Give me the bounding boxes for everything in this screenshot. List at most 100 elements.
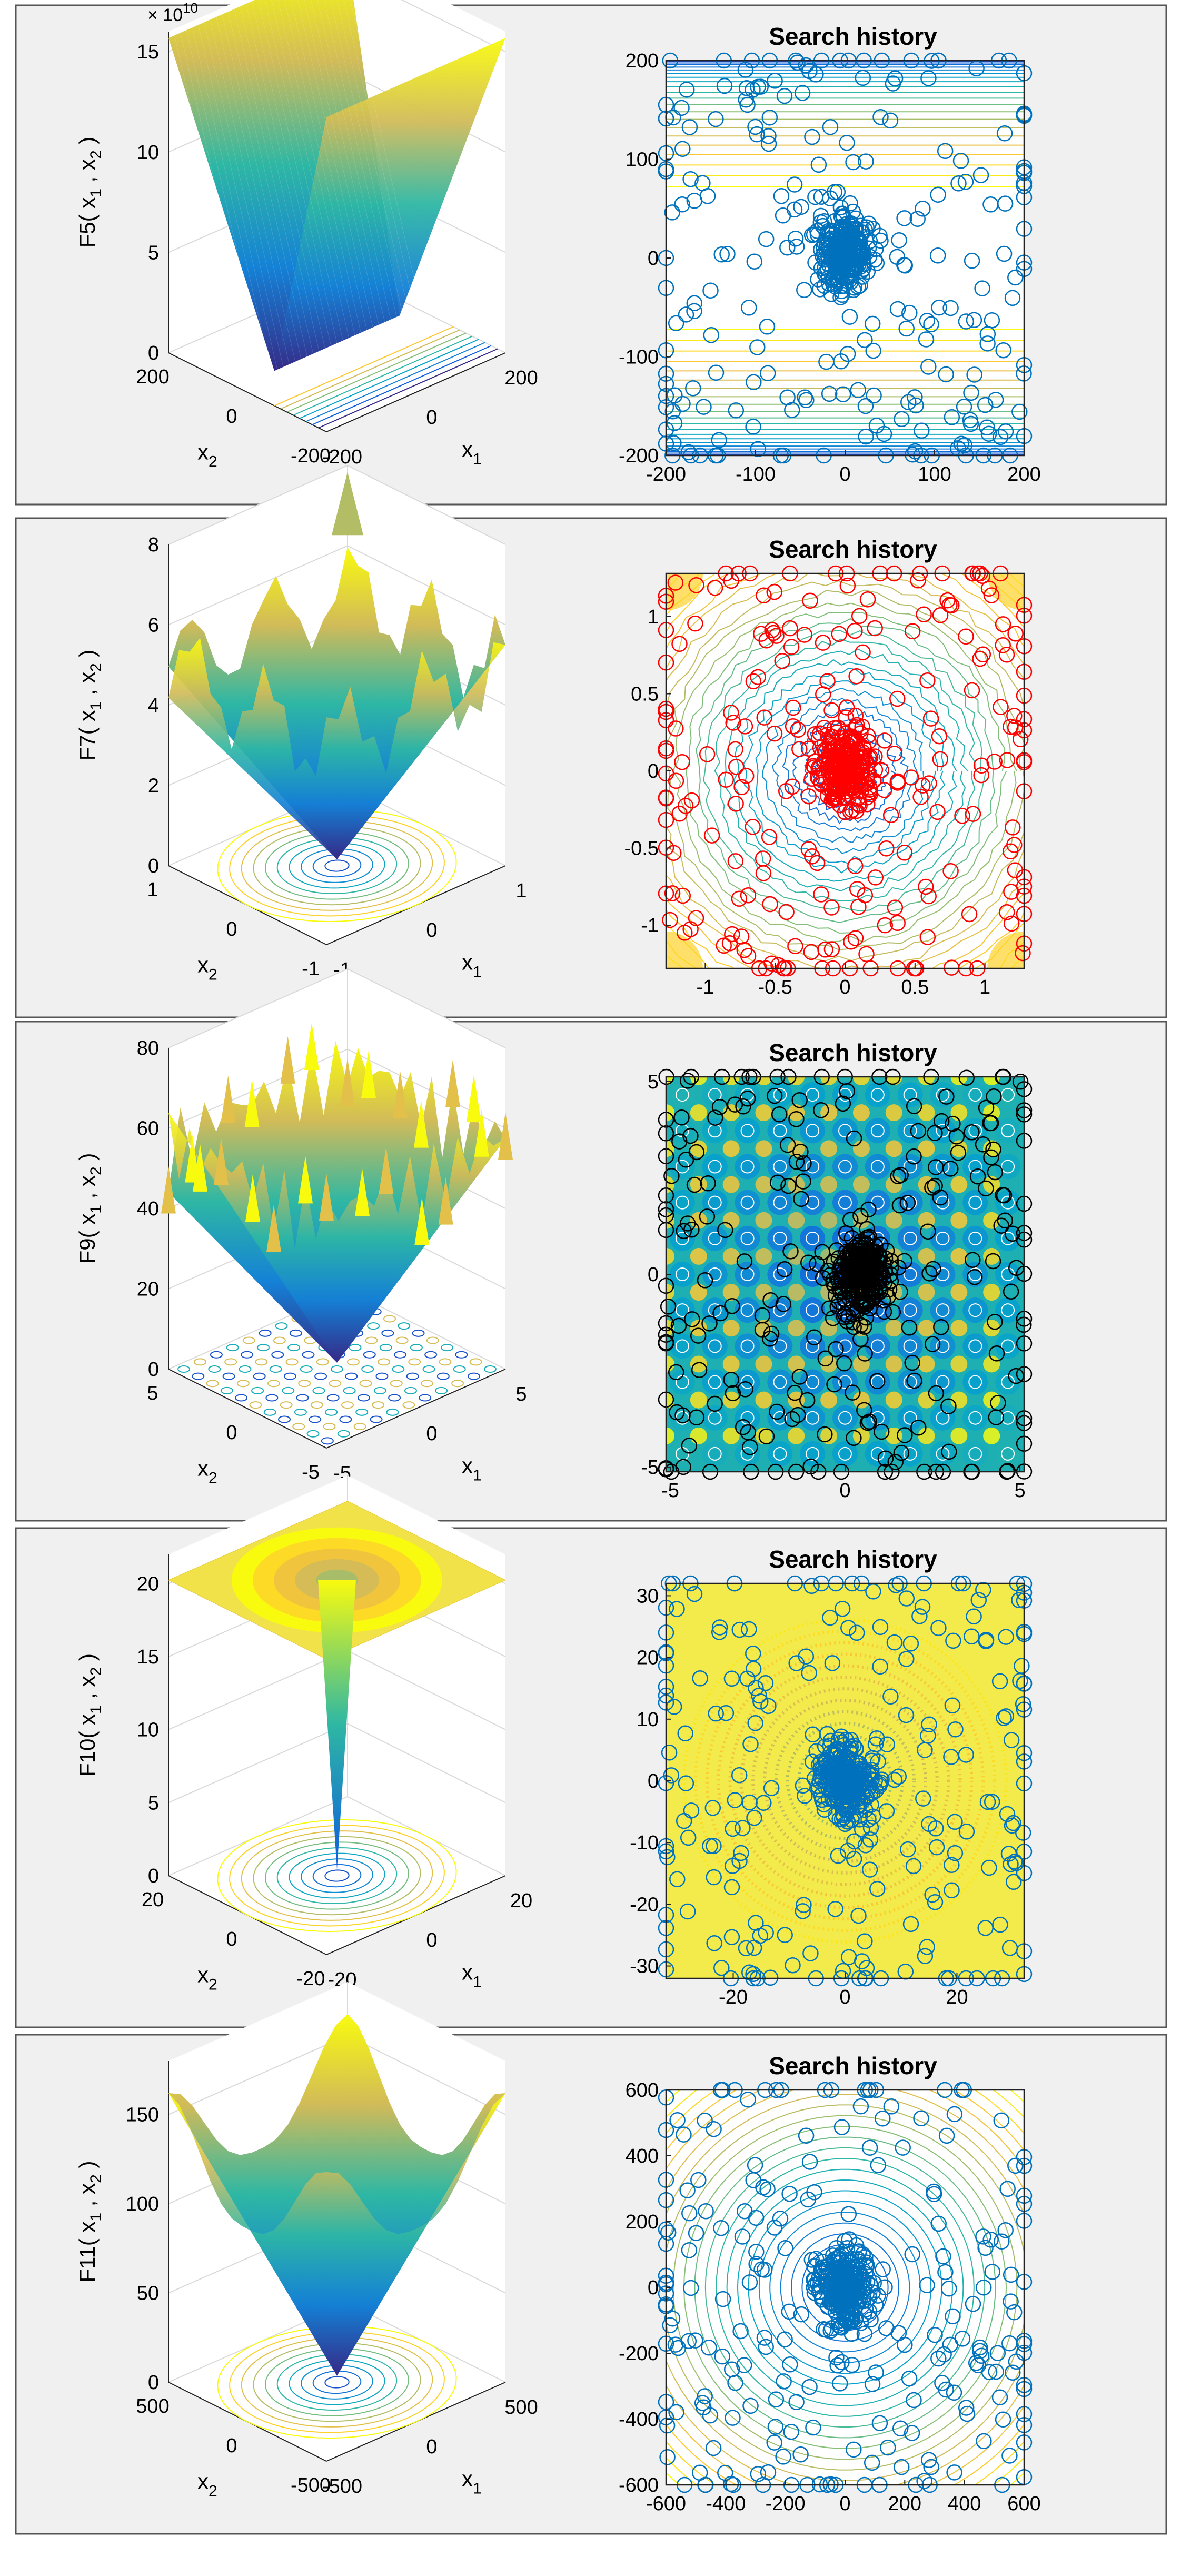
surface-spike bbox=[221, 1075, 236, 1123]
contour-cell bbox=[806, 1303, 820, 1317]
search-agent-marker bbox=[883, 2098, 900, 2115]
search-agent-marker bbox=[992, 1916, 1008, 1933]
floor-contour bbox=[289, 1852, 385, 1899]
search-agent-marker bbox=[696, 2399, 712, 2416]
search-agent-marker bbox=[924, 1180, 940, 1196]
contour-line bbox=[755, 680, 938, 864]
search-agent-marker bbox=[920, 70, 937, 86]
contour-cell bbox=[968, 1195, 982, 1210]
search-agent-marker bbox=[956, 398, 972, 415]
search-agent-marker bbox=[933, 1319, 949, 1335]
search-agent-marker bbox=[946, 2384, 962, 2401]
search-agent-marker bbox=[1003, 2266, 1019, 2283]
search-agent-marker bbox=[828, 275, 845, 291]
search-agent-marker bbox=[740, 1424, 757, 1441]
floor-contour bbox=[331, 1365, 343, 1373]
search-agent-marker bbox=[683, 2280, 699, 2296]
x-tick-label: 0.5 bbox=[901, 976, 929, 998]
floor-contour bbox=[329, 1380, 342, 1388]
search-agent-marker bbox=[994, 2233, 1010, 2250]
search-agent-marker bbox=[779, 239, 796, 256]
search-agent-marker bbox=[919, 929, 936, 945]
search-agent-marker bbox=[882, 807, 899, 824]
search-agent-marker bbox=[938, 1088, 955, 1105]
search-agent-marker bbox=[806, 2285, 823, 2301]
x1-axis-line bbox=[326, 352, 506, 432]
floor-contour bbox=[323, 1423, 336, 1431]
search-agent-marker bbox=[659, 2449, 676, 2465]
search-agent-marker bbox=[944, 409, 960, 425]
search-agent-marker bbox=[893, 2459, 910, 2475]
contour-peak bbox=[950, 1427, 968, 1444]
search-agent-marker bbox=[849, 2260, 865, 2276]
search-agent-marker bbox=[785, 718, 801, 735]
floor-contour bbox=[300, 1365, 313, 1373]
search-agent-marker bbox=[987, 391, 1004, 408]
contour-cell bbox=[735, 1225, 760, 1251]
floor-contour bbox=[210, 1351, 223, 1359]
search-agent-marker bbox=[869, 1880, 886, 1897]
search-agent-marker bbox=[822, 1761, 839, 1778]
search-agent-marker bbox=[803, 944, 820, 960]
surface-spike bbox=[438, 1177, 453, 1225]
search-agent-marker bbox=[769, 1403, 785, 1420]
search-agent-marker bbox=[821, 239, 838, 255]
search-agent-marker bbox=[706, 1838, 722, 1854]
search-agent-marker bbox=[832, 199, 849, 215]
search-agent-marker bbox=[927, 2326, 943, 2343]
z-tick-label: 150 bbox=[126, 2104, 159, 2126]
search-agent-marker bbox=[728, 759, 745, 775]
contour-cell bbox=[995, 1369, 1021, 1395]
x1-tick-label: 0 bbox=[426, 1423, 437, 1445]
floor-contour bbox=[375, 1372, 389, 1380]
search-agent-marker bbox=[998, 1708, 1014, 1725]
search-agent-marker bbox=[716, 77, 733, 94]
floor-contour bbox=[224, 1358, 237, 1366]
x2-axis-label: x2 bbox=[197, 953, 217, 984]
search-agent-marker bbox=[999, 1806, 1016, 1822]
chart-title: Search history bbox=[769, 23, 937, 50]
search-agent-marker bbox=[668, 1364, 684, 1381]
search-agent-marker bbox=[818, 353, 835, 370]
search-agent-marker bbox=[807, 726, 823, 742]
floor-contour bbox=[412, 1329, 425, 1337]
search-agent-marker bbox=[755, 865, 772, 881]
contour-cell bbox=[702, 1154, 728, 1180]
x-tick-label: -0.5 bbox=[758, 976, 792, 998]
search-agent-marker bbox=[945, 1115, 961, 1132]
search-agent-marker bbox=[711, 1624, 728, 1640]
contour-peak bbox=[722, 1284, 740, 1301]
search-agent-marker bbox=[981, 1859, 997, 1876]
search-agent-marker bbox=[714, 2291, 731, 2307]
search-agent-marker bbox=[826, 184, 843, 201]
x1-tick-label: -500 bbox=[322, 2475, 362, 2498]
search-agent-marker bbox=[839, 577, 856, 594]
search-agent-marker bbox=[861, 2139, 878, 2156]
search-agent-marker bbox=[993, 1217, 1009, 1234]
contour-cell bbox=[832, 1154, 858, 1180]
search-agent-marker bbox=[867, 869, 884, 886]
search-agent-marker bbox=[942, 1161, 959, 1177]
contour-cell bbox=[968, 1231, 982, 1245]
search-agent-marker bbox=[717, 2464, 733, 2481]
search-agent-marker bbox=[660, 1299, 677, 1315]
contour-cell bbox=[806, 1124, 820, 1138]
search-agent-marker bbox=[691, 1362, 708, 1378]
search-agent-marker bbox=[826, 2253, 842, 2270]
contour-peak bbox=[820, 1212, 838, 1229]
search-agent-marker bbox=[678, 306, 694, 323]
search-agent-marker bbox=[880, 2439, 896, 2456]
contour-cell bbox=[936, 1195, 950, 1210]
search-agent-marker bbox=[682, 171, 699, 187]
search-agent-marker bbox=[841, 1278, 857, 1294]
contour-peak bbox=[885, 1140, 902, 1157]
search-agent-marker bbox=[806, 2279, 822, 2296]
surface-spike bbox=[467, 1075, 481, 1123]
search-agent-marker bbox=[748, 1680, 764, 1697]
mesh-line bbox=[252, 1, 332, 346]
search-agent-marker bbox=[687, 615, 703, 632]
contour-cell bbox=[968, 1411, 982, 1425]
search-agent-marker bbox=[987, 1313, 1003, 1330]
search-agent-marker bbox=[1015, 1696, 1031, 1712]
